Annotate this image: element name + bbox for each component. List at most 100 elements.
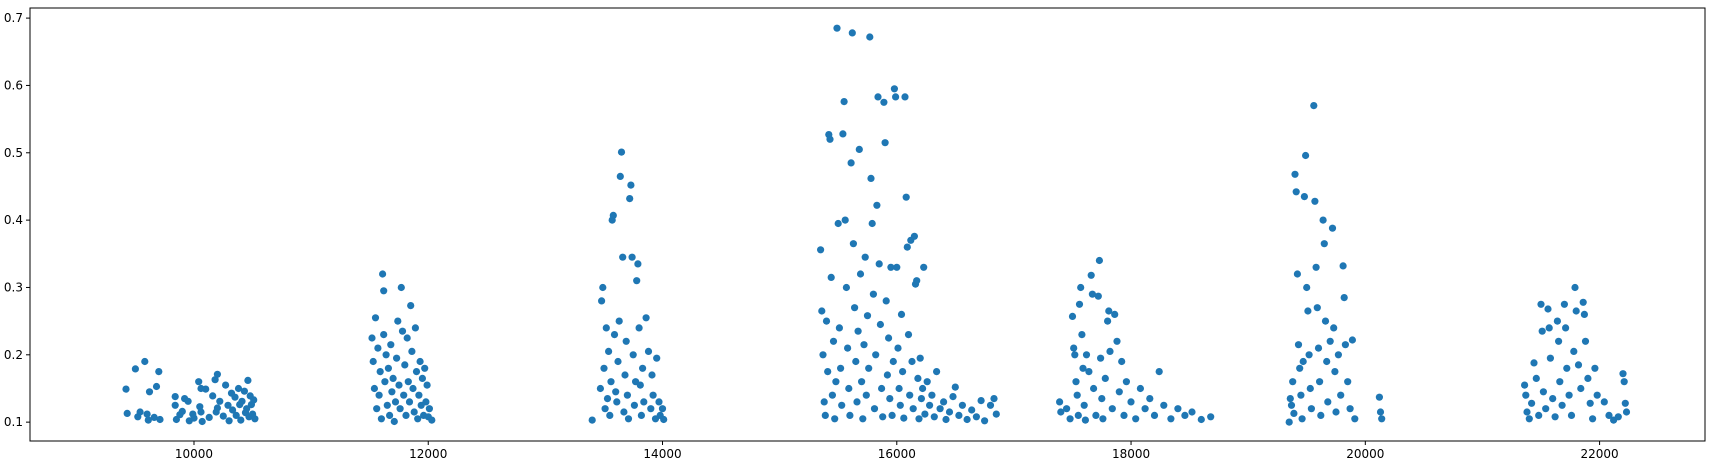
scatter-point: [605, 347, 613, 355]
scatter-point: [414, 415, 422, 423]
scatter-point: [216, 397, 224, 405]
scatter-point: [630, 401, 639, 409]
scatter-point: [1115, 388, 1123, 396]
scatter-point: [1066, 415, 1074, 423]
scatter-point: [1081, 416, 1089, 424]
scatter-point: [222, 381, 230, 389]
scatter-point: [1337, 391, 1345, 399]
plot-frame: [29, 7, 1706, 442]
scatter-point: [1591, 364, 1599, 372]
scatter-point: [1567, 411, 1576, 419]
scatter-point: [842, 283, 851, 292]
scatter-point: [1087, 271, 1095, 279]
scatter-point: [1348, 336, 1356, 344]
scatter-point: [1563, 364, 1571, 372]
scatter-point: [610, 331, 619, 339]
scatter-point: [1136, 384, 1144, 393]
scatter-point: [375, 391, 383, 399]
scatter-point: [858, 378, 866, 386]
scatter-point: [1330, 324, 1338, 332]
scatter-point: [234, 384, 243, 393]
scatter-point: [377, 415, 385, 423]
scatter-point: [824, 368, 832, 376]
scatter-point: [615, 317, 623, 325]
scatter-point: [848, 29, 856, 37]
scatter-point: [653, 354, 661, 362]
scatter-point: [1324, 398, 1332, 406]
scatter-point: [1317, 411, 1325, 419]
scatter-point: [889, 357, 897, 366]
scatter-point: [390, 417, 398, 426]
scatter-point: [1312, 263, 1320, 271]
scatter-point: [968, 406, 976, 414]
scatter-point: [1078, 331, 1086, 339]
scatter-point: [381, 378, 389, 386]
scatter-point: [1082, 351, 1091, 359]
scatter-point: [990, 395, 998, 403]
scatter-point: [400, 391, 408, 399]
scatter-point: [1296, 364, 1304, 372]
scatter-point: [1556, 378, 1564, 386]
scatter-point: [418, 374, 426, 382]
scatter-point: [219, 412, 227, 420]
scatter-point: [963, 415, 971, 424]
scatter-point: [387, 341, 395, 349]
scatter-point: [156, 415, 164, 424]
scatter-point: [926, 401, 934, 409]
scatter-point: [1056, 398, 1064, 406]
scatter-point: [1150, 411, 1159, 419]
x-tick-label: 18000: [1112, 447, 1150, 461]
scatter-point: [628, 253, 636, 261]
scatter-point: [637, 411, 646, 419]
scatter-point: [1528, 399, 1536, 407]
scatter-point: [1323, 357, 1331, 366]
scatter-point: [415, 391, 423, 399]
scatter-point: [636, 381, 644, 389]
scatter-point: [190, 414, 198, 422]
scatter-point: [1580, 310, 1588, 318]
scatter-point: [617, 148, 626, 156]
scatter-point: [1088, 290, 1096, 298]
scatter-point: [1565, 391, 1573, 399]
scatter-point: [370, 384, 378, 393]
scatter-point: [423, 381, 431, 389]
scatter-point: [1094, 292, 1102, 300]
scatter-point: [1589, 415, 1597, 423]
scatter-point: [981, 417, 989, 425]
scatter-point: [1376, 408, 1385, 416]
scatter-point: [1622, 408, 1631, 416]
scatter-point: [854, 327, 862, 335]
scatter-point: [1544, 305, 1552, 313]
scatter-point: [992, 410, 1000, 418]
scatter-point: [655, 398, 663, 406]
scatter-point: [407, 302, 415, 310]
scatter-point: [1197, 415, 1205, 424]
scatter-point: [627, 181, 635, 189]
scatter-point: [1293, 270, 1301, 278]
scatter-point: [1310, 102, 1318, 110]
scatter-point: [1290, 409, 1298, 417]
scatter-point: [1297, 391, 1305, 399]
scatter-point: [1331, 368, 1339, 376]
scatter-point: [144, 416, 152, 424]
scatter-point: [620, 408, 628, 416]
scatter-point: [229, 406, 237, 414]
scatter-point: [410, 408, 418, 416]
scatter-point: [644, 347, 653, 355]
scatter-point: [136, 408, 144, 416]
scatter-point: [224, 401, 232, 409]
scatter-point: [1522, 391, 1530, 399]
scatter-point: [1521, 381, 1529, 389]
scatter-point: [1299, 357, 1307, 366]
scatter-point: [867, 174, 875, 182]
scatter-point: [1555, 337, 1563, 345]
scatter-point: [834, 219, 842, 228]
scatter-point: [624, 415, 633, 423]
scatter-point: [416, 357, 424, 366]
scatter-point: [1537, 300, 1545, 308]
scatter-point: [892, 93, 900, 101]
scatter-point: [862, 391, 870, 399]
scatter-point: [861, 253, 869, 261]
scatter-point: [626, 195, 634, 203]
scatter-point: [859, 415, 867, 423]
